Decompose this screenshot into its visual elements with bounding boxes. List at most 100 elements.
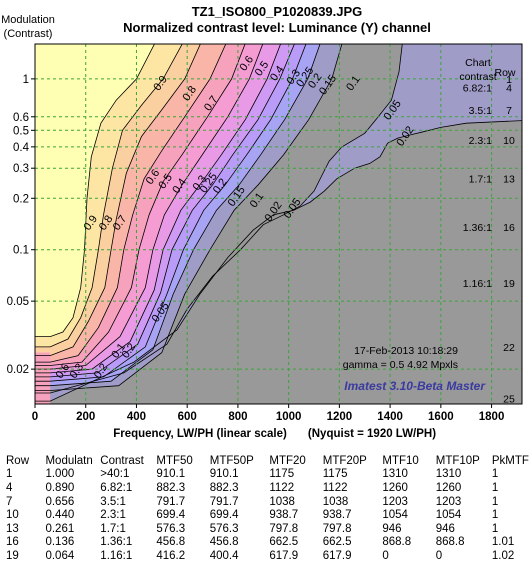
table-cell: 456.8 xyxy=(209,536,239,549)
column-header: MTF10P xyxy=(435,454,480,467)
y-tick-label-0.05: 0.05 xyxy=(7,296,29,308)
contour-line-0.8 xyxy=(35,44,183,348)
table-cell: 868.8 xyxy=(382,536,412,549)
table-cell: 1175 xyxy=(269,468,295,481)
row-number-19: 19 xyxy=(503,278,515,290)
y-tick-label-0.1: 0.1 xyxy=(13,245,29,257)
column-header: Modulatn xyxy=(45,454,93,467)
table-cell: 791.7 xyxy=(209,495,239,508)
chart-contrast-header-sub: contrast xyxy=(459,71,496,83)
contour-lines xyxy=(35,44,522,402)
table-cell: 910.1 xyxy=(209,468,239,481)
table-cell: 1.000 xyxy=(45,468,75,481)
x-tick-label-0: 0 xyxy=(32,411,38,423)
table-cell: 1310 xyxy=(382,468,408,481)
chart-subtitle: Normalized contrast level: Luminance (Y)… xyxy=(123,20,431,35)
table-cell: >40:1 xyxy=(100,468,130,481)
table-cell: 882.3 xyxy=(156,481,186,494)
row-number-25: 25 xyxy=(503,393,515,405)
column-header: MTF10 xyxy=(382,454,419,467)
timestamp: 17-Feb-2013 10:18:29 xyxy=(354,345,458,357)
row-1-label: 1 xyxy=(506,74,512,86)
x-axis-label: Frequency, LW/PH (linear scale) xyxy=(113,428,287,440)
table-cell: 1260 xyxy=(435,481,462,494)
table-cell: 699.4 xyxy=(156,509,186,522)
table-cell: 1.7:1 xyxy=(100,522,126,535)
table-cell: 1 xyxy=(6,468,13,481)
x-tick-label-400: 400 xyxy=(127,411,146,423)
contour-line-0.1 xyxy=(35,44,343,391)
y-tick-label-0.5: 0.5 xyxy=(13,125,29,137)
table-cell: 576.3 xyxy=(209,522,239,535)
table-cell: 617.9 xyxy=(322,549,352,562)
table-cell: 0.890 xyxy=(45,481,75,494)
y-tick-label-0.3: 0.3 xyxy=(13,163,29,175)
row-number-7: 7 xyxy=(506,105,512,117)
table-cell: 456.8 xyxy=(156,536,186,549)
table-cell: 4 xyxy=(6,481,13,494)
table-cell: 1175 xyxy=(322,468,348,481)
table-body: 1 1.000 >40:1 910.1 910.1 1175 1175 1310 1310 1 4 0… xyxy=(6,468,529,563)
table-cell: 699.4 xyxy=(209,509,239,522)
table-cell: 797.8 xyxy=(322,522,352,535)
contour-line-0.2 xyxy=(35,44,307,382)
gamma-info: gamma = 0.5 4.92 Mpxls xyxy=(343,359,458,371)
table-cell: 938.7 xyxy=(322,509,352,522)
table-cell: 662.5 xyxy=(269,536,299,549)
table-cell: 868.8 xyxy=(435,536,465,549)
table-cell: 0 xyxy=(435,549,443,562)
table-cell: 400.4 xyxy=(209,549,239,562)
contour-line-0.05 xyxy=(35,44,403,394)
x-tick-label-800: 800 xyxy=(228,411,247,423)
table-cell: 662.5 xyxy=(322,536,352,549)
table-cell: 946 xyxy=(435,522,455,535)
table-row: 4 0.890 6.82:1 882.3 882.3 1122 1122 1260 1260 1 xyxy=(6,481,529,495)
row-number-10: 10 xyxy=(503,135,515,147)
column-header: PkMTF xyxy=(491,454,529,467)
table-cell: 1.36:1 xyxy=(100,536,133,549)
x-tick-label-1200: 1200 xyxy=(327,411,353,423)
table-cell: 1.16:1 xyxy=(100,549,133,562)
y-tick-label-1: 1 xyxy=(23,74,29,86)
column-header: MTF50 xyxy=(156,454,193,467)
table-row: 10 0.440 2.3:1 699.4 699.4 938.7 938.7 1054 1054… xyxy=(6,508,529,522)
table-cell: 7 xyxy=(6,495,13,508)
table-cell: 1038 xyxy=(322,495,349,508)
table-row: 19 0.064 1.16:1 416.2 400.4 617.9 617.9 0 0 1.02 xyxy=(6,549,529,563)
watermark: Imatest 3.10-Beta Master xyxy=(344,379,486,393)
column-header: MTF20P xyxy=(322,454,367,467)
column-header: MTF50P xyxy=(209,454,254,467)
table-cell: 2.3:1 xyxy=(100,509,126,522)
table-cell: 1203 xyxy=(435,495,462,508)
table-cell: 617.9 xyxy=(269,549,299,562)
table-cell: 1 xyxy=(491,522,499,535)
table-cell: 1 xyxy=(491,481,499,494)
contour-line-0.6 xyxy=(35,44,227,363)
x-tick-label-1400: 1400 xyxy=(377,411,403,423)
column-header: Contrast xyxy=(100,454,144,467)
contrast-ratio-19: 1.16:1 xyxy=(463,278,492,290)
row-number-22: 22 xyxy=(503,342,515,354)
table-cell: 576.3 xyxy=(156,522,186,535)
table-row: 13 0.261 1.7:1 576.3 576.3 797.8 797.8 946 946 1 xyxy=(6,522,529,536)
contrast-ratio-10: 2.3:1 xyxy=(469,135,493,147)
table-row: 16 0.136 1.36:1 456.8 456.8 662.5 662.5 868.8 86… xyxy=(6,536,529,550)
y-tick-label-0.2: 0.2 xyxy=(13,193,29,205)
table-cell: 1.02 xyxy=(491,549,515,562)
table-cell: 0.064 xyxy=(45,549,75,562)
grid-lines xyxy=(35,44,522,404)
x-tick-label-1000: 1000 xyxy=(276,411,302,423)
nyquist-label: (Nyquist = 1920 LW/PH) xyxy=(308,428,436,440)
table-cell: 0.136 xyxy=(45,536,75,549)
table-cell: 1054 xyxy=(382,509,408,522)
band-low-left xyxy=(35,352,51,404)
table-row: 7 0.656 3.5:1 791.7 791.7 1038 1038 1203 1203 1 xyxy=(6,495,529,509)
table-cell: 1 xyxy=(491,509,499,522)
x-tick-label-200: 200 xyxy=(76,411,95,423)
table-cell: 910.1 xyxy=(156,468,186,481)
x-tick-label-600: 600 xyxy=(178,411,197,423)
table-cell: 0.261 xyxy=(45,522,75,535)
table-cell: 3.5:1 xyxy=(100,495,126,508)
table-cell: 1260 xyxy=(382,481,408,494)
